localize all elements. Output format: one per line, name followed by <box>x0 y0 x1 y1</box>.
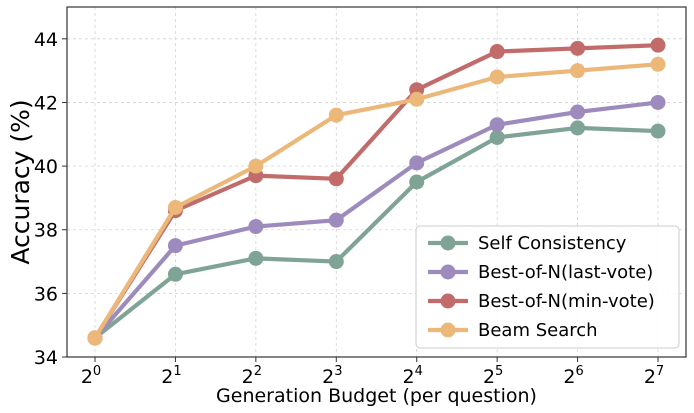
data-point <box>167 238 183 254</box>
data-point <box>570 120 586 136</box>
plot-frame <box>66 6 687 358</box>
data-point <box>489 117 505 133</box>
x-tick-label: 20 <box>81 364 101 388</box>
data-point <box>167 266 183 282</box>
x-tick-label: 22 <box>242 364 262 388</box>
data-point <box>167 199 183 215</box>
data-point <box>409 91 425 107</box>
data-point <box>650 56 666 72</box>
series-best-of-n-last-vote- <box>87 94 666 346</box>
y-tick-label: 42 <box>34 92 58 114</box>
series-self-consistency <box>87 120 666 346</box>
x-tick-label: 21 <box>161 364 181 388</box>
series-beam-search <box>87 56 666 346</box>
y-axis-title: Accuracy (%) <box>6 99 35 264</box>
x-tick-label: 27 <box>644 364 664 388</box>
y-tick-label: 38 <box>34 220 58 242</box>
data-point <box>328 171 344 187</box>
data-point <box>570 40 586 56</box>
legend-label: Self Consistency <box>478 233 627 254</box>
y-tick-label: 36 <box>34 283 58 305</box>
legend-label: Best-of-N(min-vote) <box>478 291 655 312</box>
legend-marker <box>440 235 456 251</box>
series-line <box>93 125 659 340</box>
legend-marker <box>440 264 456 280</box>
data-point <box>409 174 425 190</box>
data-point <box>328 254 344 270</box>
data-point <box>570 63 586 79</box>
data-point <box>650 123 666 139</box>
x-axis-title: Generation Budget (per question) <box>216 385 537 407</box>
y-tick-label: 34 <box>34 347 58 369</box>
legend-item: Beam Search <box>428 320 598 341</box>
data-point <box>248 158 264 174</box>
series-layer <box>87 37 666 346</box>
legend-item: Best-of-N(last-vote) <box>428 262 653 283</box>
data-point <box>248 250 264 266</box>
series-best-of-n-min-vote- <box>87 37 666 346</box>
legend-marker <box>440 322 456 338</box>
data-point <box>489 44 505 60</box>
x-tick-label: 25 <box>483 364 503 388</box>
y-tick-label: 44 <box>34 29 58 51</box>
legend-box <box>415 225 680 349</box>
y-tick-label: 40 <box>34 156 58 178</box>
data-point <box>570 104 586 120</box>
legend-label: Best-of-N(last-vote) <box>478 262 653 283</box>
data-point <box>650 94 666 110</box>
legend-marker <box>440 293 456 309</box>
series-line <box>93 62 659 340</box>
x-tick-label: 26 <box>563 364 583 388</box>
legend: Self Consistency Best-of-N(last-vote) Best… <box>415 225 680 349</box>
legend-item: Self Consistency <box>428 233 627 254</box>
data-point <box>650 37 666 53</box>
x-tick-label: 24 <box>403 364 423 388</box>
data-point <box>248 219 264 235</box>
data-point <box>489 129 505 145</box>
series-line <box>93 100 659 340</box>
ticks: 34 36 38 40 42 44 20 21 22 23 24 25 26 27 <box>34 29 664 388</box>
data-point <box>409 155 425 171</box>
data-point <box>87 330 103 346</box>
data-point <box>328 107 344 123</box>
data-point <box>328 212 344 228</box>
legend-label: Beam Search <box>478 320 598 341</box>
x-tick-label: 23 <box>322 364 342 388</box>
data-point <box>489 69 505 85</box>
series-line <box>93 43 659 340</box>
legend-item: Best-of-N(min-vote) <box>428 291 655 312</box>
